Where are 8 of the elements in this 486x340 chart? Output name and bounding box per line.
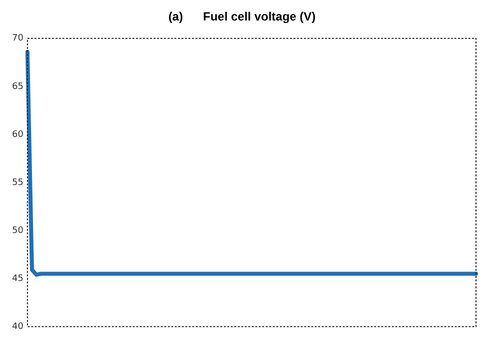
y-tick-label: 45 — [12, 274, 24, 284]
y-tick-label: 40 — [12, 322, 24, 332]
y-tick-label: 70 — [12, 34, 24, 44]
y-tick-label: 55 — [12, 178, 24, 188]
y-tick-label: 65 — [12, 82, 24, 92]
chart-title: (a) Fuel cell voltage (V) — [168, 10, 316, 24]
y-tick-label: 60 — [12, 130, 24, 140]
y-tick-label: 50 — [12, 226, 24, 236]
